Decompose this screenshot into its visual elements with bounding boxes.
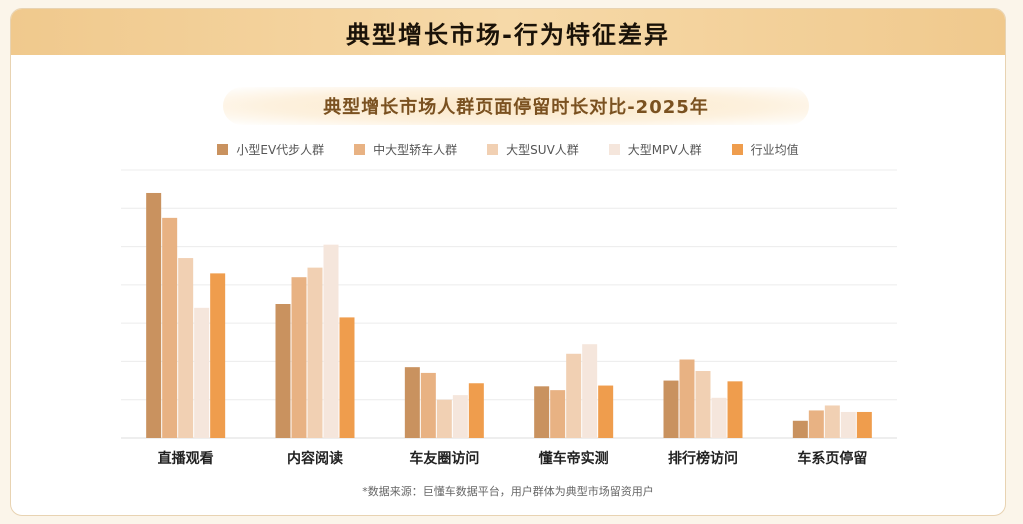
bar-5 [598, 385, 614, 438]
chart-title: 典型增长市场人群页面停留时长对比-2025年 [323, 97, 709, 118]
chart-card: 典型增长市场-行为特征差异 典型增长市场人群页面停留时长对比-2025年 小型E… [10, 8, 1006, 516]
legend-item: 大型SUV人群 [487, 141, 579, 158]
x-tick-label: 排行榜访问 [668, 450, 738, 467]
bar-1 [792, 420, 808, 438]
legend-item: 中大型轿车人群 [354, 141, 457, 158]
bar-4 [711, 397, 727, 438]
legend-label: 大型MPV人群 [627, 142, 702, 157]
bar-3 [695, 371, 711, 438]
legend-swatch [731, 143, 743, 155]
x-tick-label: 直播观看 [158, 450, 214, 467]
x-tick-label: 内容阅读 [287, 450, 343, 467]
legend-swatch [354, 143, 366, 155]
bar-2 [550, 390, 566, 438]
bar-1 [404, 367, 420, 438]
bar-2 [679, 359, 695, 438]
legend-label: 小型EV代步人群 [236, 142, 325, 157]
bar-5 [727, 381, 743, 438]
bar-1 [275, 304, 291, 438]
bar-1 [534, 386, 550, 438]
bar-1 [146, 192, 162, 438]
bar-3 [566, 353, 582, 438]
bar-4 [452, 395, 468, 438]
data-source-note: *数据来源：巨懂车数据平台，用户群体为典型市场留资用户 [362, 485, 654, 498]
page-title: 典型增长市场-行为特征差异 [346, 20, 670, 49]
x-tick-label: 车系页停留 [797, 450, 867, 467]
bar-3 [307, 267, 323, 438]
bar-1 [663, 380, 679, 438]
bar-3 [824, 405, 840, 438]
legend-item: 小型EV代步人群 [217, 141, 324, 158]
legend-label: 中大型轿车人群 [373, 142, 458, 157]
bar-5 [856, 411, 872, 438]
bar-5 [339, 317, 355, 438]
bar-2 [420, 372, 436, 438]
legend-swatch [487, 143, 499, 155]
bar-2 [162, 217, 178, 438]
legend-item: 行业均值 [731, 141, 799, 158]
chart-title-pill: 典型增长市场人群页面停留时长对比-2025年 [223, 87, 809, 125]
bar-4 [323, 244, 339, 438]
chart-legend: 小型EV代步人群 中大型轿车人群 大型SUV人群 大型MPV人群 行业均值 [11, 140, 1005, 158]
x-tick-label: 车友圈访问 [409, 450, 479, 467]
bar-4 [840, 411, 856, 438]
bar-2 [808, 410, 824, 438]
header-banner: 典型增长市场-行为特征差异 [11, 9, 1005, 55]
bar-chart: 直播观看 内容阅读 车友圈访问 懂车帝实测 排行榜访问 车系页停留 [121, 169, 897, 467]
bar-4 [194, 307, 210, 438]
legend-swatch [217, 143, 229, 155]
bar-5 [468, 383, 484, 438]
bar-5 [210, 273, 226, 438]
legend-item: 大型MPV人群 [608, 141, 702, 158]
bar-4 [582, 344, 598, 438]
legend-label: 大型SUV人群 [506, 142, 579, 157]
bar-2 [291, 277, 307, 438]
bar-3 [178, 258, 194, 438]
legend-swatch [608, 143, 620, 155]
bar-3 [436, 399, 452, 438]
x-tick-label: 懂车帝实测 [539, 450, 609, 467]
legend-label: 行业均值 [750, 142, 799, 157]
